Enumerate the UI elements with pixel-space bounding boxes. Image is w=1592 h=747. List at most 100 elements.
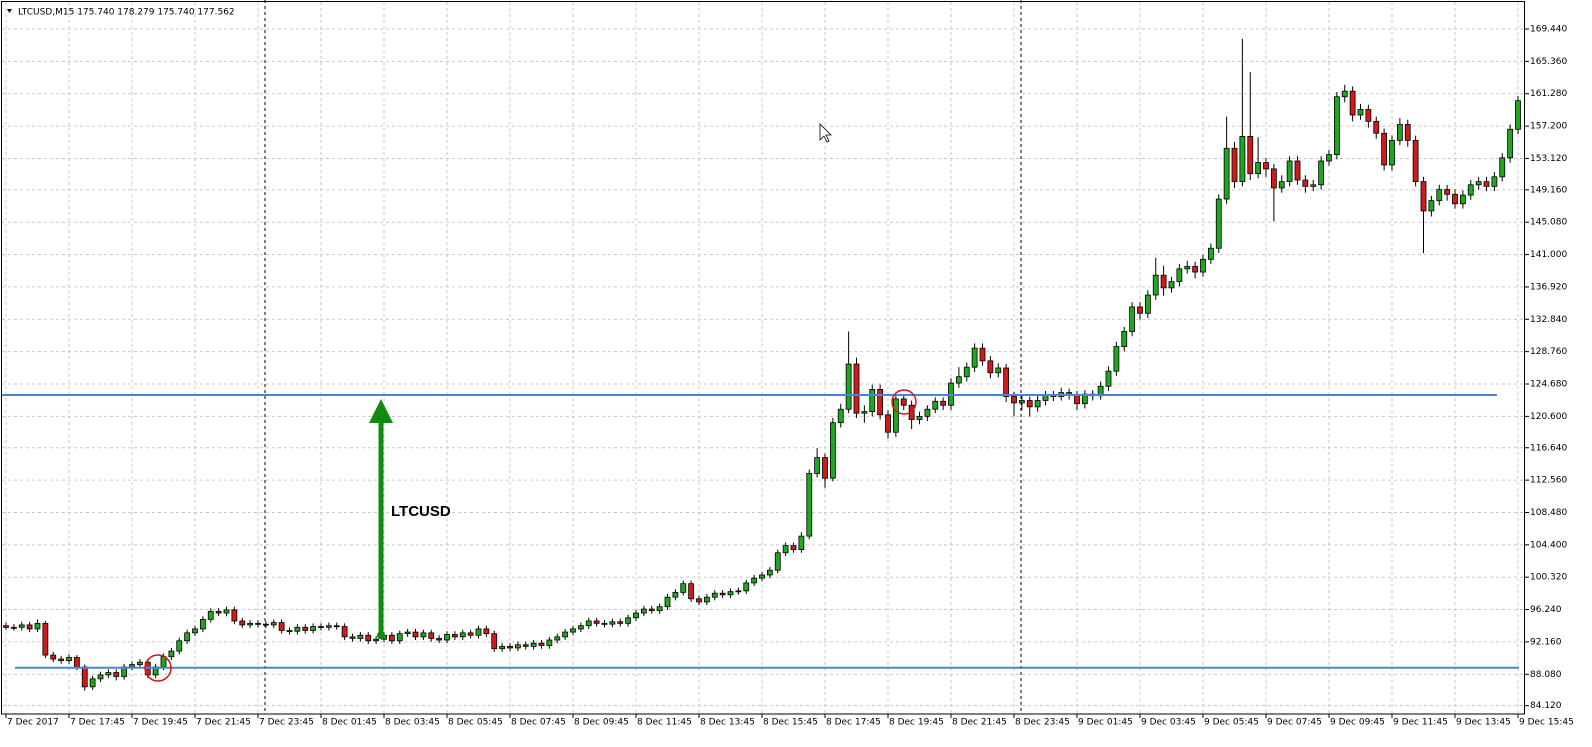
y-tick-label: 88.080 bbox=[1530, 670, 1562, 680]
candle-body bbox=[1341, 90, 1348, 98]
highlight-circle bbox=[144, 654, 172, 682]
candle-body bbox=[829, 422, 836, 479]
y-tick-label: 84.120 bbox=[1530, 701, 1562, 711]
candle-body bbox=[1168, 281, 1175, 289]
candle-body bbox=[1270, 168, 1277, 189]
candle-body bbox=[625, 617, 632, 624]
candle-body bbox=[365, 634, 372, 642]
candle-body bbox=[853, 363, 860, 414]
candle-body bbox=[404, 631, 411, 635]
y-tick-label: 108.480 bbox=[1530, 508, 1567, 518]
candle-body bbox=[987, 360, 994, 374]
y-tick-label: 161.280 bbox=[1530, 89, 1567, 99]
y-tick-label: 141.000 bbox=[1530, 250, 1567, 260]
y-tick-label: 169.440 bbox=[1530, 25, 1567, 35]
x-tick-label: 8 Dec 17:45 bbox=[826, 718, 881, 728]
candle-body bbox=[711, 592, 718, 598]
y-tick-label: 136.920 bbox=[1530, 282, 1567, 292]
x-tick-label: 8 Dec 09:45 bbox=[574, 718, 629, 728]
y-tick-label: 100.320 bbox=[1530, 573, 1567, 583]
candle-body bbox=[727, 591, 734, 596]
y-tick-label: 116.640 bbox=[1530, 443, 1567, 453]
candle-body bbox=[388, 634, 395, 642]
candle-body bbox=[1215, 198, 1222, 249]
candle-body bbox=[522, 644, 529, 647]
candle-body bbox=[499, 645, 506, 650]
y-tick-label: 112.560 bbox=[1530, 476, 1567, 486]
candle-body bbox=[530, 642, 537, 647]
candle-body bbox=[1373, 120, 1380, 134]
x-tick-label: 8 Dec 07:45 bbox=[511, 718, 566, 728]
candle-body bbox=[861, 411, 868, 414]
candle-body bbox=[459, 632, 466, 638]
candle-body bbox=[1255, 162, 1262, 175]
y-tick-label: 120.600 bbox=[1530, 412, 1567, 422]
candle-body bbox=[955, 376, 962, 384]
candle-body bbox=[672, 592, 679, 598]
candle-body bbox=[207, 611, 214, 620]
candle-body bbox=[798, 535, 805, 550]
candle-body bbox=[759, 574, 765, 579]
candle-body bbox=[278, 622, 285, 631]
candle-body bbox=[325, 625, 332, 628]
x-tick-label: 9 Dec 11:45 bbox=[1393, 718, 1448, 728]
candle-body bbox=[231, 609, 238, 622]
x-tick-label: 8 Dec 21:45 bbox=[952, 718, 1007, 728]
y-tick-label: 149.160 bbox=[1530, 185, 1567, 195]
candle-body bbox=[89, 678, 96, 688]
x-tick-label: 7 Dec 19:45 bbox=[133, 718, 188, 728]
candle-body bbox=[940, 400, 947, 406]
candle-body bbox=[932, 400, 939, 410]
candle-body bbox=[192, 628, 198, 634]
candle-body bbox=[1200, 258, 1206, 273]
arrow-head bbox=[369, 398, 393, 423]
x-tick-label: 7 Dec 23:45 bbox=[259, 718, 314, 728]
candle-body bbox=[892, 398, 899, 433]
candle-body bbox=[26, 624, 33, 630]
x-tick-label: 8 Dec 15:45 bbox=[763, 718, 818, 728]
y-tick-label: 132.840 bbox=[1530, 315, 1567, 325]
candle-body bbox=[703, 596, 710, 603]
candle-body bbox=[349, 636, 356, 639]
candle-body bbox=[1294, 160, 1301, 181]
candle-body bbox=[1144, 294, 1151, 314]
candle-body bbox=[451, 634, 458, 638]
candle-body bbox=[1389, 139, 1395, 166]
candle-body bbox=[1113, 346, 1120, 372]
candle-body bbox=[507, 645, 513, 649]
candle-body bbox=[97, 674, 104, 680]
candle-body bbox=[1420, 181, 1427, 212]
x-tick-label: 7 Dec 2017 bbox=[7, 718, 59, 728]
candle-body bbox=[81, 666, 88, 688]
candle-body bbox=[176, 640, 183, 652]
candle-body bbox=[577, 625, 584, 630]
candle-body bbox=[1160, 274, 1167, 289]
candle-body bbox=[1034, 400, 1041, 408]
candle-body bbox=[223, 609, 230, 614]
candle-body bbox=[255, 622, 261, 625]
x-tick-label: 9 Dec 07:45 bbox=[1267, 718, 1322, 728]
candle-body bbox=[1396, 124, 1403, 141]
candle-body bbox=[995, 367, 1002, 374]
x-tick-label: 9 Dec 05:45 bbox=[1204, 718, 1259, 728]
candle-body bbox=[1129, 306, 1136, 332]
candle-body bbox=[1026, 400, 1033, 408]
candle-body bbox=[1278, 181, 1285, 189]
y-tick-label: 96.240 bbox=[1530, 605, 1562, 615]
candle-body bbox=[1381, 132, 1388, 166]
candle-body bbox=[467, 632, 474, 636]
candle-body bbox=[593, 620, 600, 624]
candle-body bbox=[1483, 181, 1490, 187]
dropdown-icon bbox=[7, 9, 12, 13]
candle-body bbox=[129, 664, 135, 668]
x-tick-label: 8 Dec 19:45 bbox=[889, 718, 944, 728]
y-tick-label: 157.200 bbox=[1530, 122, 1567, 132]
candles bbox=[3, 38, 1521, 691]
x-tick-label: 8 Dec 11:45 bbox=[637, 718, 692, 728]
candle-body bbox=[1452, 193, 1458, 205]
candle-body bbox=[3, 625, 9, 628]
candle-body bbox=[1310, 184, 1317, 187]
candle-body bbox=[1499, 157, 1506, 178]
candle-body bbox=[1459, 194, 1466, 205]
x-tick-label: 9 Dec 09:45 bbox=[1330, 718, 1385, 728]
